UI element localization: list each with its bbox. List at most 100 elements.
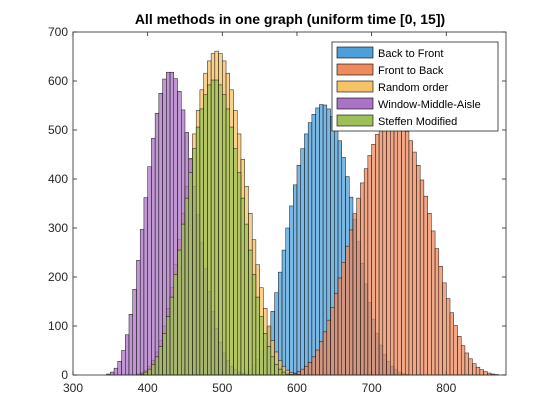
histogram-bar	[337, 277, 342, 376]
histogram-bar	[162, 333, 167, 376]
y-tick-label: 500	[48, 123, 68, 137]
histogram-bar	[240, 197, 245, 376]
histogram-bar	[334, 292, 339, 376]
histogram-bar	[438, 265, 443, 376]
histogram-bar	[457, 336, 462, 376]
histogram-bar	[117, 361, 122, 376]
histogram-bar	[348, 229, 354, 376]
histogram-bar	[479, 369, 484, 376]
histogram-bar	[460, 345, 466, 376]
histogram-bar	[207, 84, 212, 376]
histogram-bar	[382, 120, 387, 376]
histogram-bar	[154, 113, 160, 376]
histogram-bar	[225, 108, 230, 376]
histogram-bar	[192, 148, 197, 376]
histogram-bar	[266, 346, 272, 376]
legend-swatch	[336, 114, 374, 127]
histogram-bar	[147, 368, 152, 376]
histogram-bar	[151, 363, 156, 376]
histogram-bar	[281, 371, 286, 376]
histogram-bar	[218, 84, 223, 376]
histogram-bar	[259, 316, 264, 376]
histogram-bar	[143, 371, 148, 376]
histogram-bar	[214, 79, 219, 376]
legend-label: Front to Back	[378, 65, 444, 77]
histogram-bar	[128, 314, 133, 376]
histogram-bar	[371, 143, 376, 376]
histogram-bar	[326, 319, 331, 376]
histogram-bar	[315, 107, 320, 376]
legend-label: Random order	[378, 82, 449, 94]
histogram-bar	[154, 356, 160, 376]
histogram-bar	[434, 248, 440, 376]
y-tick-label: 0	[61, 368, 68, 382]
series-4	[139, 79, 294, 376]
histogram-bar	[274, 363, 279, 376]
histogram-bar	[203, 94, 208, 376]
histogram-bar	[311, 114, 316, 376]
histogram-bar	[401, 123, 406, 376]
histogram-bar	[121, 350, 126, 376]
legend-swatch	[336, 97, 374, 110]
legend-label: Steffen Modified	[378, 116, 457, 128]
histogram-bar	[199, 108, 204, 376]
histogram-bar	[360, 182, 365, 376]
y-tick-label: 700	[48, 25, 68, 39]
histogram-bar	[472, 363, 477, 376]
histogram-bar	[281, 249, 286, 376]
histogram-bar	[449, 312, 454, 376]
histogram-bar	[453, 325, 458, 376]
histogram-bar	[289, 205, 294, 376]
histogram-bar	[341, 262, 346, 376]
histogram-bar	[304, 365, 309, 376]
x-tick-label: 500	[212, 381, 232, 395]
histogram-bar	[181, 223, 186, 376]
histogram-bar	[184, 197, 189, 376]
histogram-bar	[419, 179, 425, 376]
histogram-bar	[464, 352, 469, 376]
legend-swatch	[336, 46, 374, 59]
histogram-bar	[132, 289, 137, 376]
histogram-bar	[446, 298, 451, 376]
histogram-bar	[158, 346, 163, 376]
histogram-bar	[393, 115, 398, 376]
y-tick-label: 100	[48, 319, 68, 333]
y-tick-label: 600	[48, 74, 68, 88]
y-axis: 0 100 200 300 400 500 600 700	[48, 25, 506, 382]
histogram-bar	[352, 213, 357, 376]
y-tick-label: 400	[48, 172, 68, 186]
histogram-bar	[296, 165, 301, 376]
histogram-bar	[113, 367, 119, 376]
histogram-bar	[307, 122, 313, 376]
histogram-bar	[304, 133, 309, 376]
histogram-bar	[300, 148, 305, 376]
histogram-bar	[431, 230, 436, 376]
histogram-bar	[363, 168, 369, 376]
histogram-bar	[390, 115, 395, 376]
histogram-bar	[125, 334, 130, 376]
histogram-bar	[255, 296, 260, 376]
histogram-bar	[475, 366, 481, 376]
histogram-bar	[319, 104, 324, 376]
histogram-bar	[251, 274, 257, 376]
legend-label: Window-Middle-Aisle	[378, 99, 481, 111]
histogram-bar	[412, 151, 417, 376]
histogram-bar	[319, 341, 324, 376]
histogram-bar	[397, 118, 402, 376]
histogram-bar	[270, 356, 275, 376]
histogram-bar	[177, 249, 182, 376]
histogram-bar	[229, 126, 234, 376]
y-tick-label: 300	[48, 221, 68, 235]
histogram-bar	[248, 249, 253, 376]
histogram-bar	[367, 155, 372, 376]
histogram-bar	[110, 371, 115, 376]
x-tick-label: 600	[287, 381, 307, 395]
histogram-bar	[378, 126, 384, 376]
histogram-bar	[300, 368, 305, 376]
histogram-bar	[408, 140, 413, 376]
legend: Back to Front Front to Back Random order Wi…	[331, 41, 499, 132]
histogram-bar	[423, 195, 428, 376]
histogram-bar	[210, 79, 216, 376]
histogram-bar	[222, 94, 227, 376]
